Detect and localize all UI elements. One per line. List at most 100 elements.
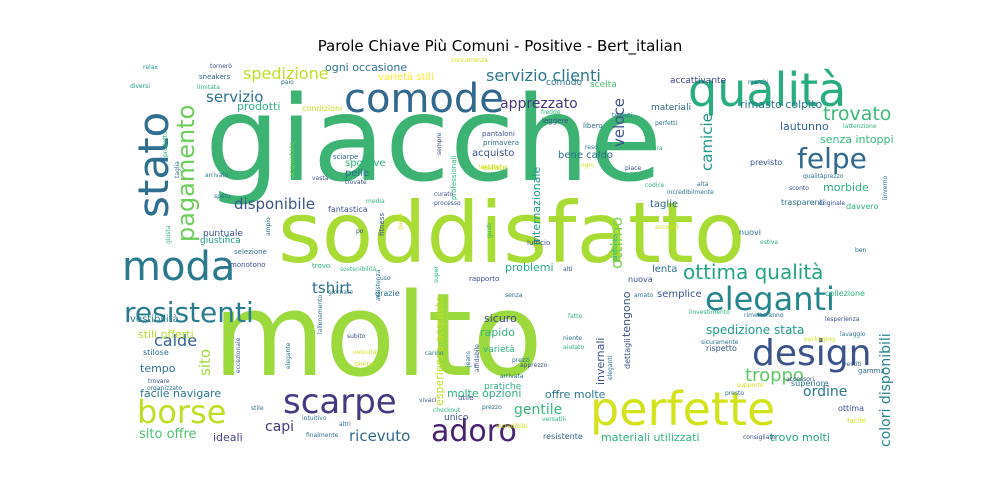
word-112: trovo [312,262,330,270]
word-10: scarpe [283,382,397,422]
word-8: moda [122,244,235,290]
word-91: sneakers [199,73,231,81]
word-113: sostenibilità [340,266,377,273]
word-107: processo [434,200,461,207]
word-166: velocità [353,349,377,356]
word-187: prodotto [162,131,169,157]
word-46: offre molte [545,388,606,401]
word-117: lufficio [527,239,550,247]
word-111: monotono [230,261,266,269]
word-188: taglia [174,161,181,178]
word-170: elegante [285,342,292,369]
word-67: bene caldo [558,150,613,161]
word-145: sconto [789,185,809,192]
word-93: diversi [130,83,150,90]
word-181: guida [397,213,404,230]
word-45: trovo molti [770,431,830,444]
word-5: qualità [688,63,846,117]
word-125: apprezzo [520,362,548,369]
word-65: pelle [345,168,369,179]
word-29: sito [196,349,214,376]
word-124: arrivata [500,373,524,380]
word-56: internazionale [530,167,543,245]
word-171: eccezionale [235,337,242,373]
word-142: incredibilmente [667,189,714,196]
word-169: carino [425,350,444,357]
word-66: acquisto [472,148,514,159]
word-62: lenta [652,264,677,275]
word-139: lesperienza [825,316,860,323]
word-103: estate [482,163,507,172]
word-84: trasparenti [781,198,825,207]
word-131: supporto [737,382,764,389]
word-157: linverno [882,175,889,200]
word-57: invernali [594,338,607,385]
word-75: nuova [628,275,653,284]
word-51: vestibilità [130,313,179,325]
word-144: alta [697,181,709,188]
word-73: puntuale [203,229,243,239]
word-118: rapporto [469,275,499,283]
word-69: scelta [590,80,617,90]
word-158: preferito [612,235,619,261]
word-100: pantaloni [482,130,515,138]
word-186: ogni [581,162,594,169]
word-14: adoro [431,414,517,449]
word-26: troppo [745,365,804,386]
word-43: rimasto colpito [740,98,822,111]
word-96: acquistato [288,141,296,178]
word-2: molto [213,269,543,403]
word-63: taglie [650,199,678,210]
word-130: trovare [148,378,170,385]
word-172: assistenza [375,269,382,301]
word-150: fredde [541,109,561,116]
word-89: nuovi [739,228,761,237]
word-127: altri [339,421,351,428]
word-7: stato [129,112,178,218]
word-9: design [752,333,871,374]
word-101: primavera [483,139,519,147]
word-148: lattenzione [843,123,877,130]
word-79: stilose [143,348,169,357]
word-90: condizioni [302,104,342,113]
word-136: lavaggio [840,331,866,338]
word-39: varietà stili [378,71,434,83]
word-31: capi [265,419,294,435]
word-160: alti [563,266,573,273]
word-177: packaging [804,336,835,343]
word-151: tessuti [612,112,632,119]
word-116: fitness [378,212,386,236]
word-133: facile [847,417,866,425]
word-143: codice [645,182,665,189]
word-152: misura [642,145,663,152]
word-129: stile [251,405,264,412]
word-33: gentile [514,402,562,418]
word-108: media [366,198,385,205]
word-189: giusta [165,225,172,244]
word-34: ordine [803,384,847,400]
word-196: uso [380,275,391,282]
word-55: esperienza acquisto [433,296,446,406]
word-74: fantastica [328,205,368,214]
word-135: accessori [786,376,814,383]
word-102: professionali [450,156,458,200]
word-77: unico [444,413,469,423]
word-109: spero [214,193,231,200]
word-173: organizzato [147,385,182,392]
word-140: rimetteranno [744,312,784,319]
word-40: ogni occasione [325,61,407,74]
word-123: utile [458,394,473,402]
word-149: marchi [748,79,769,86]
word-159: amato [634,292,654,299]
word-37: spedizione stata [706,323,804,337]
word-195: super [433,266,440,283]
word-53: sicuro [484,312,517,325]
word-52: tempo [140,362,176,375]
word-87: collezione [825,289,865,298]
word-99: perfetti [655,120,677,127]
word-38: prodotti [237,100,280,113]
word-19: spedizione [243,64,329,83]
word-28: veloce [610,98,628,147]
word-110: selezione [234,248,267,256]
word-184: paio [281,79,294,86]
